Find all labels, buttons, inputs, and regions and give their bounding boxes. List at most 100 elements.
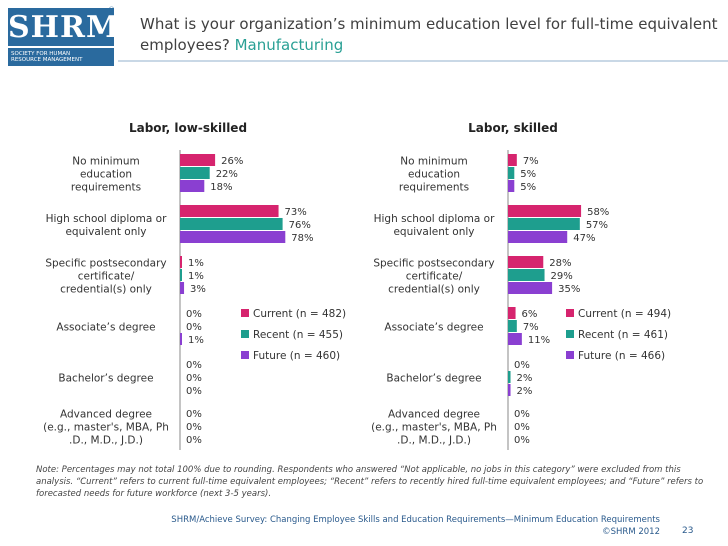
data-label: 29% xyxy=(551,271,573,282)
bar xyxy=(508,269,545,281)
data-label: 0% xyxy=(186,360,202,371)
logo-line-1: SOCIETY FOR HUMAN xyxy=(11,51,71,57)
bar xyxy=(180,167,210,179)
data-label: 0% xyxy=(186,322,202,333)
data-label: 0% xyxy=(514,360,530,371)
header-divider xyxy=(118,60,728,62)
data-label: 0% xyxy=(186,386,202,397)
category-label: .D., M.D., J.D.) xyxy=(69,435,143,447)
slide-header: SHRM SOCIETY FOR HUMAN RESOURCE MANAGEME… xyxy=(0,0,728,72)
category-label: equivalent only xyxy=(65,226,146,238)
page-number: 23 xyxy=(682,526,694,536)
category-label: Associate’s degree xyxy=(384,322,483,334)
bar xyxy=(180,256,182,268)
data-label: 7% xyxy=(523,322,539,333)
bar xyxy=(508,333,522,345)
category-label: High school diploma or xyxy=(374,213,495,225)
data-label: 0% xyxy=(514,435,530,446)
category-label: education xyxy=(408,169,460,181)
legend-swatch xyxy=(241,351,249,359)
data-label: 47% xyxy=(573,233,595,244)
category-label: Specific postsecondary xyxy=(373,258,494,270)
category-label: credential(s) only xyxy=(388,284,480,296)
data-label: 1% xyxy=(188,335,204,346)
data-label: 0% xyxy=(186,309,202,320)
data-label: 57% xyxy=(586,220,608,231)
chart-title: Labor, low-skilled xyxy=(129,121,247,135)
data-label: 0% xyxy=(186,373,202,384)
data-label: 22% xyxy=(216,169,238,180)
legend-label: Recent (n = 461) xyxy=(578,329,668,341)
data-label: 1% xyxy=(188,271,204,282)
logo-box: SHRM xyxy=(8,8,121,46)
footnote: Note: Percentages may not total 100% due… xyxy=(36,465,704,499)
logo-line-2: RESOURCE MANAGEMENT xyxy=(11,57,83,63)
title-text: What is your organization’s minimum educ… xyxy=(140,15,718,54)
data-label: 35% xyxy=(558,284,580,295)
category-label: equivalent only xyxy=(393,226,474,238)
category-label: No minimum xyxy=(400,156,467,168)
data-label: 3% xyxy=(190,284,206,295)
bar xyxy=(508,167,515,179)
slide-title: What is your organization’s minimum educ… xyxy=(140,14,720,56)
bar xyxy=(180,154,216,166)
category-label: No minimum xyxy=(72,156,139,168)
copyright: ©SHRM 2012 xyxy=(602,527,660,537)
bar xyxy=(508,282,553,294)
legend-swatch xyxy=(241,330,249,338)
data-label: 76% xyxy=(289,220,311,231)
data-label: 0% xyxy=(514,422,530,433)
bar xyxy=(180,282,185,294)
bar xyxy=(180,218,283,230)
bar xyxy=(508,307,516,319)
bar xyxy=(508,218,580,230)
data-label: 2% xyxy=(517,373,533,384)
bar xyxy=(508,256,544,268)
chart-title: Labor, skilled xyxy=(468,121,558,135)
category-label: credential(s) only xyxy=(60,284,152,296)
data-label: 78% xyxy=(291,233,313,244)
bar xyxy=(180,269,182,281)
legend-label: Future (n = 466) xyxy=(578,350,665,362)
title-subtitle: Manufacturing xyxy=(234,36,344,54)
source-citation: SHRM/Achieve Survey: Changing Employee S… xyxy=(150,514,660,538)
data-label: 7% xyxy=(523,156,539,167)
legend-swatch xyxy=(241,309,249,317)
bar xyxy=(508,180,515,192)
legend-swatch xyxy=(566,309,574,317)
category-label: .D., M.D., J.D.) xyxy=(397,435,471,447)
category-label: certificate/ xyxy=(78,271,135,283)
bar xyxy=(508,231,568,243)
category-label: Specific postsecondary xyxy=(45,258,166,270)
data-label: 11% xyxy=(528,335,550,346)
logo-letters: SHRM xyxy=(8,10,121,45)
category-label: Advanced degree xyxy=(388,409,480,421)
category-label: certificate/ xyxy=(406,271,463,283)
legend-label: Current (n = 494) xyxy=(578,308,671,320)
data-label: 18% xyxy=(210,182,232,193)
data-label: 5% xyxy=(520,169,536,180)
data-label: 0% xyxy=(186,422,202,433)
category-label: requirements xyxy=(71,182,141,194)
source-text: SHRM/Achieve Survey: Changing Employee S… xyxy=(171,515,660,525)
logo-subtitle: SOCIETY FOR HUMAN RESOURCE MANAGEMENT xyxy=(8,48,114,66)
data-label: 73% xyxy=(285,207,307,218)
data-label: 6% xyxy=(522,309,538,320)
data-label: 28% xyxy=(549,258,571,269)
shrm-logo: SHRM SOCIETY FOR HUMAN RESOURCE MANAGEME… xyxy=(8,8,121,66)
category-label: Bachelor’s degree xyxy=(58,373,153,385)
data-label: 5% xyxy=(520,182,536,193)
bar xyxy=(508,154,517,166)
bar xyxy=(508,320,517,332)
bar xyxy=(180,231,286,243)
data-label: 0% xyxy=(186,435,202,446)
category-label: High school diploma or xyxy=(46,213,167,225)
category-label: requirements xyxy=(399,182,469,194)
bar xyxy=(508,384,511,396)
data-label: 26% xyxy=(221,156,243,167)
category-label: (e.g., master's, MBA, Ph xyxy=(43,422,169,434)
legend-swatch xyxy=(566,330,574,338)
category-label: Advanced degree xyxy=(60,409,152,421)
bar xyxy=(180,333,182,345)
